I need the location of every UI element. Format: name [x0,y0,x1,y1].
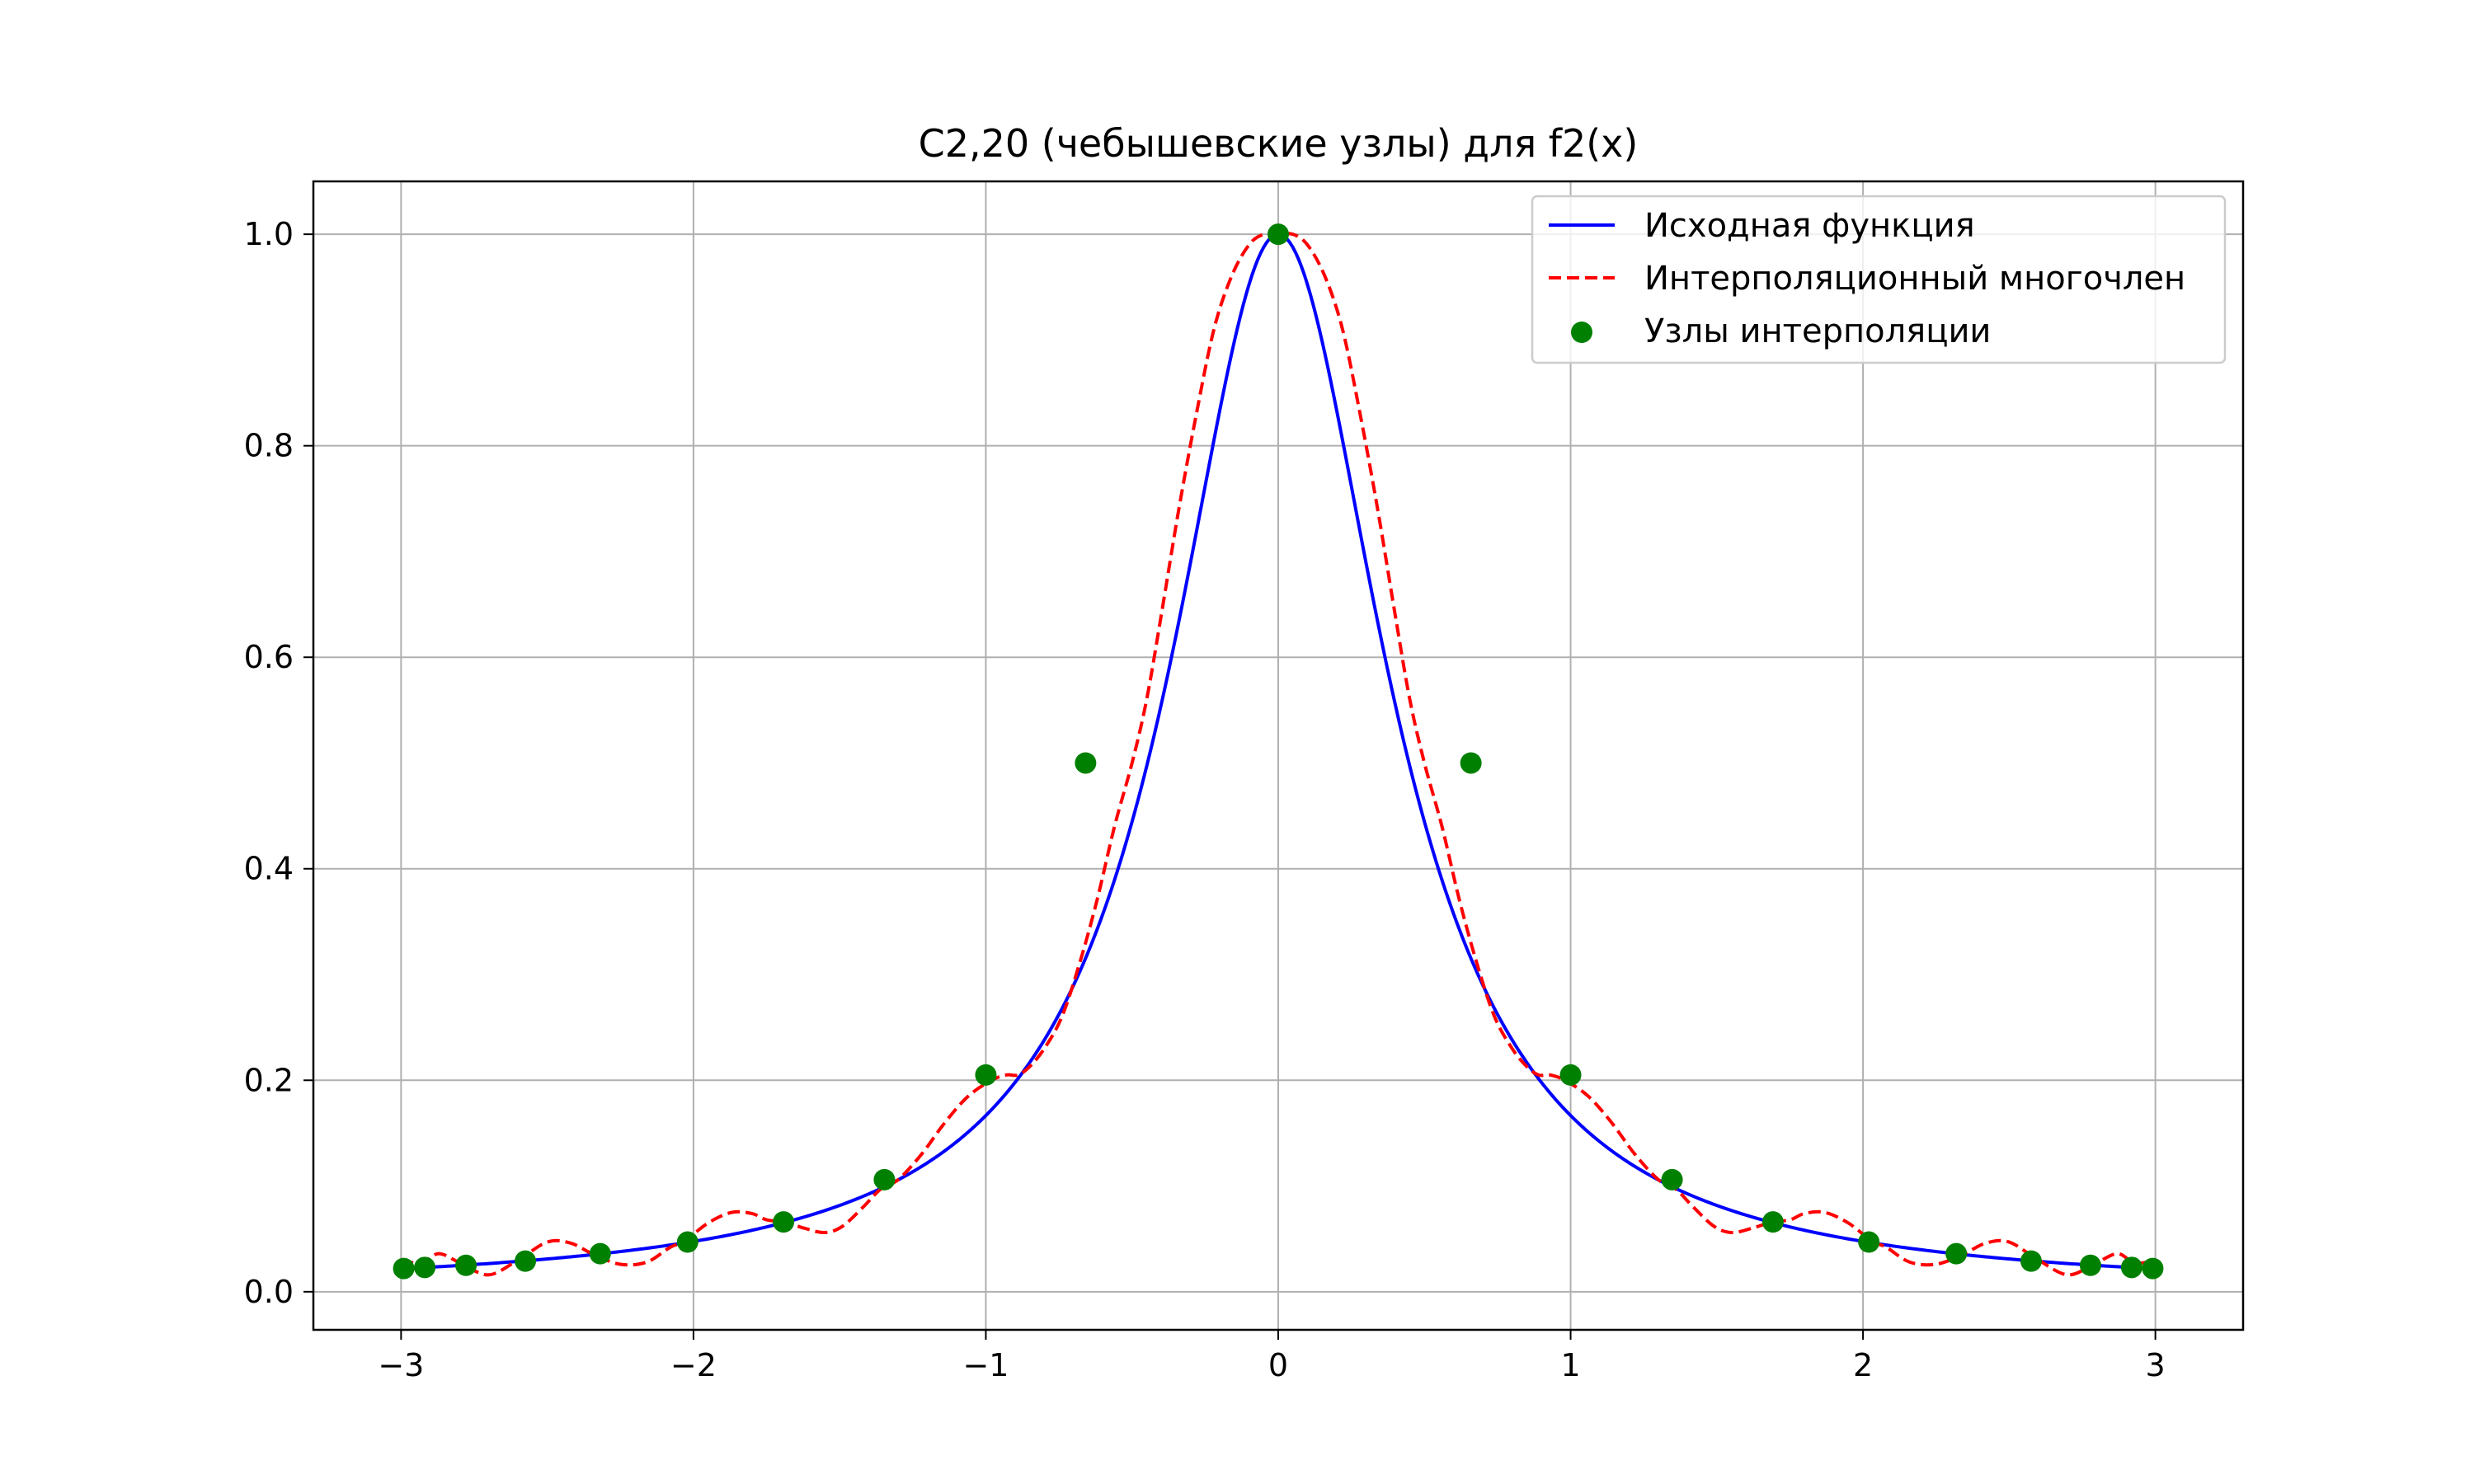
series-layer [393,223,2164,1280]
x-tick-label: 0 [1268,1347,1288,1383]
node-point [393,1257,415,1280]
node-point [1945,1242,1968,1265]
x-tick-label: 2 [1853,1347,1873,1383]
axis-layer: −3 −2 −1 0 1 2 3 0.0 0.2 0.4 0.6 0.8 1.0 [244,216,2166,1383]
node-point [773,1211,795,1233]
node-point [2120,1256,2142,1279]
node-point [2020,1250,2042,1272]
x-tick-label: 1 [1560,1347,1580,1383]
node-point [676,1231,698,1253]
legend-label-function: Исходная функция [1644,207,1975,245]
x-tick-label: −1 [962,1347,1009,1383]
node-point [1268,223,1289,246]
y-tick-label: 0.0 [244,1274,294,1310]
node-point [873,1168,896,1190]
y-tick-label: 0.4 [244,851,294,887]
node-point [1661,1168,1683,1190]
node-point [975,1064,997,1086]
x-tick-label: 3 [2146,1347,2166,1383]
node-point [1761,1211,1784,1233]
node-point [1559,1064,1582,1086]
chart-title: C2,20 (чебышевские узлы) для f2(x) [919,121,1639,166]
y-tick-label: 1.0 [244,216,294,252]
y-tick-label: 0.6 [244,639,294,675]
y-tick-label: 0.2 [244,1062,294,1098]
legend-label-polynomial: Интерполяционный многочлен [1644,260,2185,298]
legend-box [1531,195,2227,364]
legend: Исходная функция Интерполяционный многоч… [1531,195,2227,364]
node-point [414,1256,436,1279]
node-point [2142,1257,2164,1280]
x-tick-label: −2 [670,1347,717,1383]
node-point [2079,1254,2101,1276]
node-point [1858,1231,1880,1253]
x-tick-label: −3 [378,1347,424,1383]
node-point [589,1242,611,1265]
y-tick-label: 0.8 [244,428,294,464]
node-point [1460,752,1482,774]
node-point [515,1250,537,1272]
legend-label-nodes: Узлы интерполяции [1644,312,1991,350]
node-point [455,1254,477,1276]
legend-swatch-nodes [1571,322,1592,343]
node-point [1075,752,1097,774]
